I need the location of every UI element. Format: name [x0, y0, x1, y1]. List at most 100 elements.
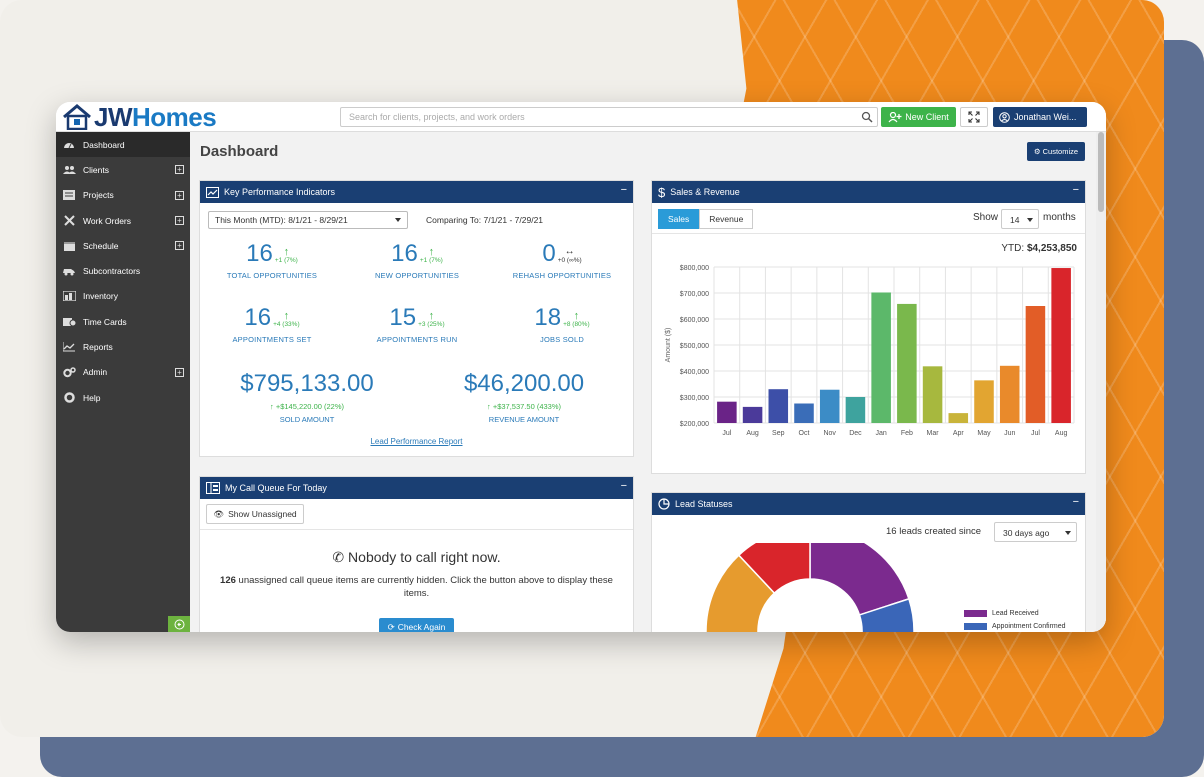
months-label: months	[1043, 212, 1076, 223]
metric-label: JOBS SOLD	[540, 335, 584, 344]
caret-down-icon	[1065, 531, 1071, 535]
metric-jobs-sold[interactable]: 18 ↑ +8 (80%) JOBS SOLD	[492, 304, 632, 345]
kpi-panel: Key Performance Indicators − This Month …	[199, 180, 634, 457]
house-logo-icon	[63, 104, 91, 130]
sidebar-item-label: Projects	[83, 190, 114, 201]
truck-icon	[62, 266, 76, 276]
show-unassigned-button[interactable]: 👁 Show Unassigned	[206, 504, 304, 524]
minimize-icon[interactable]: −	[620, 184, 627, 196]
minimize-icon[interactable]: −	[620, 480, 627, 492]
donut-slice[interactable]	[737, 543, 811, 595]
sidebar-item-work-orders[interactable]: Work Orders +	[56, 208, 190, 233]
metric-appointments-run[interactable]: 15 ↑ +3 (25%) APPOINTMENTS RUN	[347, 305, 487, 345]
y-axis-label: Amount ($)	[665, 328, 672, 363]
sidebar-item-time-cards[interactable]: Time Cards	[56, 309, 190, 334]
metric-value: 16	[244, 304, 272, 331]
main-content: Dashboard ⚙ Customize Key Performance In…	[190, 132, 1106, 632]
user-menu-button[interactable]: Jonathan Wei...	[993, 107, 1087, 127]
x-tick-label: Jul	[722, 430, 731, 437]
expand-plus-icon[interactable]: +	[175, 215, 184, 225]
expand-plus-icon[interactable]: +	[175, 367, 184, 377]
minimize-icon[interactable]: −	[1072, 184, 1079, 196]
page-title: Dashboard	[200, 143, 279, 160]
legend-item[interactable]: Appointment Confirmed	[964, 620, 1066, 632]
metric-row: 16 ↑ +1 (7%)	[202, 241, 342, 267]
new-client-button[interactable]: New Client	[881, 107, 956, 127]
sidebar-item-help[interactable]: Help	[56, 385, 190, 410]
expand-plus-icon[interactable]: +	[175, 241, 184, 251]
brand-name-part2: Homes	[132, 102, 217, 132]
minimize-icon[interactable]: −	[1072, 496, 1079, 508]
metric-delta-text: +4 (33%)	[273, 321, 300, 328]
kpi-period-select[interactable]: This Month (MTD): 8/1/21 - 8/29/21	[208, 211, 408, 229]
tools-icon	[62, 215, 76, 226]
check-again-button[interactable]: ⟳ Check Again	[379, 618, 454, 632]
y-tick-label: $500,000	[680, 343, 709, 350]
legend-item[interactable]: Lead Received	[964, 607, 1066, 620]
sidebar-item-subcontractors[interactable]: Subcontractors	[56, 258, 190, 283]
lead-statuses-header: Lead Statuses −	[652, 493, 1085, 515]
tab-sales[interactable]: Sales	[658, 209, 700, 229]
expand-icon	[968, 111, 980, 123]
metric-value: 16	[246, 240, 273, 267]
y-tick-label: $700,000	[680, 291, 709, 298]
show-unassigned-label: Show Unassigned	[228, 509, 297, 519]
sidebar-item-clients[interactable]: Clients +	[56, 157, 190, 182]
cogs-icon	[62, 367, 76, 378]
collapse-sidebar-button[interactable]	[168, 616, 190, 632]
expand-plus-icon[interactable]: +	[175, 190, 184, 200]
customize-button[interactable]: ⚙ Customize	[1027, 142, 1085, 161]
sold-amount[interactable]: $795,133.00 ↑ +$145,220.00 (22%) SOLD AM…	[207, 370, 407, 424]
user-name: Jonathan Wei...	[1014, 112, 1077, 122]
bar-oct	[794, 403, 814, 423]
metric-row: 0 ↔ +0 (∞%)	[492, 241, 632, 267]
search-icon[interactable]	[861, 111, 873, 123]
legend-label: Appointment Confirmed	[992, 623, 1066, 630]
donut-slice[interactable]	[858, 597, 915, 632]
fullscreen-button[interactable]	[960, 107, 988, 127]
metric-appointments-set[interactable]: 16 ↑ +4 (33%) APPOINTMENTS SET	[202, 304, 342, 345]
phone-book-icon	[206, 482, 220, 494]
metric-total-opportunities[interactable]: 16 ↑ +1 (7%) TOTAL OPPORTUNITIES	[202, 241, 342, 281]
bar-jun	[999, 365, 1020, 423]
donut-slice[interactable]	[809, 543, 910, 616]
months-select[interactable]: 14	[1001, 209, 1039, 229]
ytd-total: YTD: $4,253,850	[1001, 243, 1077, 254]
metric-new-opportunities[interactable]: 16 ↑ +1 (7%) NEW OPPORTUNITIES	[347, 241, 487, 281]
kpi-period-value: This Month (MTD): 8/1/21 - 8/29/21	[215, 215, 348, 225]
kpi-compare-text: Comparing To: 7/1/21 - 7/29/21	[426, 215, 544, 225]
search-input[interactable]: Search for clients, projects, and work o…	[340, 107, 878, 127]
sidebar-item-projects[interactable]: Projects +	[56, 183, 190, 208]
arrow-up-icon: ↑	[283, 310, 290, 322]
metric-label: APPOINTMENTS SET	[232, 335, 312, 344]
scrollbar-thumb[interactable]	[1098, 132, 1104, 212]
revenue-amount[interactable]: $46,200.00 ↑ +$37,537.50 (433%) REVENUE …	[424, 370, 624, 424]
inventory-icon	[62, 291, 76, 302]
metric-value: 18	[534, 304, 562, 331]
x-tick-label: Jul	[1031, 430, 1040, 437]
sidebar-item-reports[interactable]: Reports	[56, 334, 190, 359]
sidebar-item-dashboard[interactable]: Dashboard	[56, 132, 190, 158]
collapse-arrow-icon	[174, 619, 184, 629]
call-queue-empty-text: Nobody to call right now.	[348, 549, 501, 565]
lead-range-select[interactable]: 30 days ago	[994, 522, 1077, 542]
sidebar-item-schedule[interactable]: Schedule +	[56, 233, 190, 258]
arrow-up-icon: ↑	[283, 246, 290, 258]
bar-nov	[819, 389, 840, 423]
tab-revenue[interactable]: Revenue	[699, 209, 754, 229]
expand-plus-icon[interactable]: +	[175, 165, 184, 175]
metric-label: NEW OPPORTUNITIES	[374, 271, 460, 280]
donut-slice[interactable]	[705, 554, 860, 632]
scrollbar-track[interactable]	[1096, 132, 1106, 632]
lead-performance-report-link[interactable]: Lead Performance Report	[370, 437, 463, 446]
legend-swatch	[964, 623, 987, 630]
brand-logo[interactable]: JWHomes	[62, 102, 217, 132]
metric-rehash-opportunities[interactable]: 0 ↔ +0 (∞%) REHASH OPPORTUNITIES	[492, 241, 632, 281]
metric-delta: ↑ +8 (80%)	[563, 311, 590, 331]
divider	[200, 529, 633, 530]
sidebar-item-inventory[interactable]: Inventory	[56, 284, 190, 309]
calendar-icon	[62, 241, 76, 251]
sales-tabs: Sales Revenue	[658, 209, 754, 229]
sidebar-item-admin[interactable]: Admin +	[56, 360, 190, 385]
x-tick-label: Aug	[746, 430, 759, 437]
